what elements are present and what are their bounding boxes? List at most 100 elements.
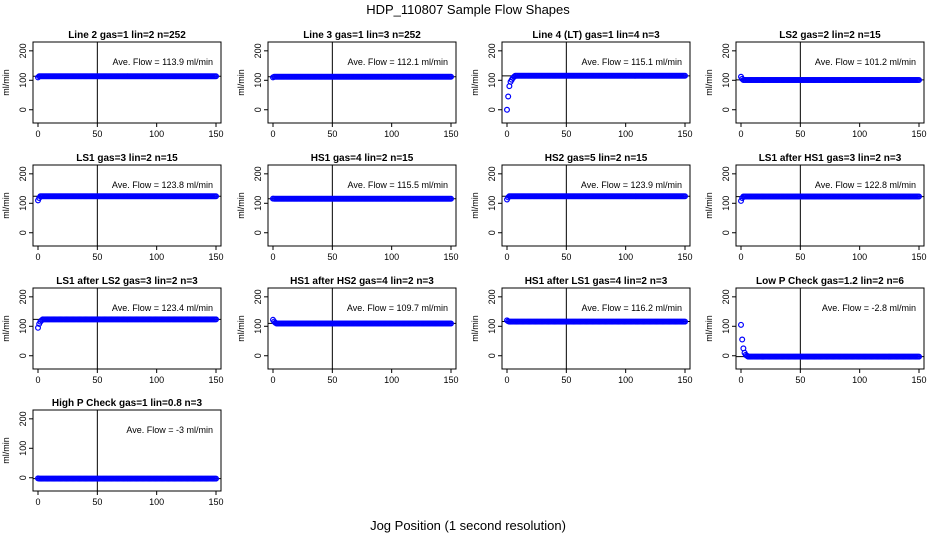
y-tick-label: 200	[487, 166, 497, 181]
plot-frame	[32, 164, 222, 247]
panel-11: HS1 after LS1 gas=4 lin=2 n=3 0 50 100 150 0 1…	[470, 276, 693, 385]
y-tick-label: 0	[18, 353, 28, 358]
data-point	[213, 316, 220, 323]
average-flow-annotation: Ave. Flow = 116.2 ml/min	[582, 303, 682, 313]
y-tick-label: 100	[18, 73, 28, 88]
x-tick-label: 0	[35, 252, 40, 262]
x-tick-label: 50	[327, 375, 337, 385]
average-flow-annotation: Ave. Flow = 123.4 ml/min	[112, 303, 213, 313]
average-flow-annotation: Ave. Flow = -2.8 ml/min	[822, 303, 916, 313]
y-axis-label: ml/min	[1, 437, 11, 464]
average-flow-annotation: Ave. Flow = 123.8 ml/min	[112, 180, 213, 190]
y-tick-label: 0	[487, 353, 497, 358]
plot-frame	[32, 287, 222, 370]
x-tick-label: 0	[35, 129, 40, 139]
x-tick-label: 150	[677, 375, 692, 385]
y-tick-label: 100	[721, 73, 731, 88]
data-point	[915, 76, 922, 83]
panel-13: High P Check gas=1 lin=0.8 n=3 0 50 100 150 0…	[1, 398, 224, 507]
x-tick-label: 100	[852, 252, 867, 262]
data-point	[504, 106, 511, 113]
panel-title: Line 3 gas=1 lin=3 n=252	[303, 30, 421, 41]
y-tick-label: 100	[721, 319, 731, 334]
x-tick-label: 50	[92, 497, 102, 507]
x-tick-label: 150	[443, 375, 458, 385]
panel-8: LS1 after HS1 gas=3 lin=2 n=3 0 50 100 150 0 1…	[704, 153, 927, 262]
x-tick-label: 100	[149, 497, 164, 507]
data-point	[213, 475, 220, 482]
x-tick-label: 150	[911, 252, 926, 262]
panel-10: HS1 after HS2 gas=4 lin=2 n=3 0 50 100 150 0 1…	[236, 276, 459, 385]
y-tick-label: 0	[487, 107, 497, 112]
average-flow-annotation: Ave. Flow = 109.7 ml/min	[347, 303, 448, 313]
y-tick-label: 200	[18, 43, 28, 58]
x-tick-label: 100	[384, 252, 399, 262]
y-axis-label: ml/min	[1, 192, 11, 219]
plot-frame	[735, 287, 925, 370]
y-tick-label: 200	[721, 289, 731, 304]
y-axis-label: ml/min	[1, 69, 11, 96]
average-flow-annotation: Ave. Flow = 112.1 ml/min	[348, 57, 448, 67]
y-tick-label: 0	[253, 353, 263, 358]
data-point	[505, 93, 512, 100]
plot-frame	[32, 41, 222, 124]
y-axis-label: ml/min	[236, 315, 246, 342]
x-tick-label: 100	[149, 375, 164, 385]
panel-title: Low P Check gas=1.2 lin=2 n=6	[756, 276, 904, 287]
x-tick-label: 0	[270, 375, 275, 385]
average-flow-annotation: Ave. Flow = 122.8 ml/min	[815, 180, 916, 190]
y-tick-label: 100	[487, 73, 497, 88]
average-flow-annotation: Ave. Flow = 113.9 ml/min	[113, 57, 213, 67]
y-tick-label: 0	[721, 230, 731, 235]
x-tick-label: 50	[92, 375, 102, 385]
x-tick-label: 0	[738, 375, 743, 385]
average-flow-annotation: Ave. Flow = 115.1 ml/min	[582, 57, 682, 67]
plot-frame	[501, 41, 691, 124]
x-tick-label: 100	[618, 129, 633, 139]
y-axis-label: ml/min	[470, 315, 480, 342]
y-axis-label: ml/min	[704, 192, 714, 219]
panel-title: Line 4 (LT) gas=1 lin=4 n=3	[532, 30, 660, 41]
panel-title: LS1 gas=3 lin=2 n=15	[76, 153, 178, 164]
panel-2: Line 3 gas=1 lin=3 n=252 0 50 100 150 0 100 200…	[236, 30, 459, 139]
panel-title: LS1 after LS2 gas=3 lin=2 n=3	[56, 276, 198, 287]
x-tick-label: 0	[270, 129, 275, 139]
y-tick-label: 200	[253, 166, 263, 181]
x-tick-label: 50	[561, 252, 571, 262]
x-tick-label: 100	[852, 129, 867, 139]
x-tick-label: 50	[561, 375, 571, 385]
y-tick-label: 200	[253, 43, 263, 58]
x-tick-label: 150	[208, 252, 223, 262]
panel-12: Low P Check gas=1.2 lin=2 n=6 0 50 100 150 0 1…	[704, 276, 927, 385]
data-point	[448, 195, 455, 202]
panel-title: HS1 gas=4 lin=2 n=15	[311, 153, 414, 164]
panel-3: Line 4 (LT) gas=1 lin=4 n=3 0 50 100 150 0 100…	[470, 30, 693, 139]
panel-5: LS1 gas=3 lin=2 n=15 0 50 100 150 0 100 200 ml/m…	[1, 153, 224, 262]
y-tick-label: 200	[18, 289, 28, 304]
y-axis-label: ml/min	[236, 192, 246, 219]
x-tick-label: 100	[618, 252, 633, 262]
plot-frame	[267, 164, 457, 247]
data-point	[915, 353, 922, 360]
panel-6: HS1 gas=4 lin=2 n=15 0 50 100 150 0 100 200 ml/m…	[236, 153, 459, 262]
x-tick-label: 150	[911, 129, 926, 139]
y-axis-label: ml/min	[470, 69, 480, 96]
y-tick-label: 200	[721, 43, 731, 58]
x-tick-label: 50	[561, 129, 571, 139]
page-title: HDP_110807 Sample Flow Shapes	[366, 2, 570, 17]
panel-title: HS1 after LS1 gas=4 lin=2 n=3	[525, 276, 668, 287]
plot-frame	[501, 287, 691, 370]
panel-title: HS1 after HS2 gas=4 lin=2 n=3	[290, 276, 434, 287]
y-axis-label: ml/min	[704, 69, 714, 96]
x-tick-label: 50	[327, 129, 337, 139]
x-tick-label: 0	[738, 129, 743, 139]
data-point	[213, 193, 220, 200]
y-tick-label: 0	[721, 107, 731, 112]
data-point	[681, 193, 688, 200]
x-tick-label: 100	[384, 129, 399, 139]
y-tick-label: 0	[18, 107, 28, 112]
data-point	[739, 336, 746, 343]
x-tick-label: 100	[852, 375, 867, 385]
plot-frame	[267, 41, 457, 124]
x-tick-label: 100	[149, 252, 164, 262]
